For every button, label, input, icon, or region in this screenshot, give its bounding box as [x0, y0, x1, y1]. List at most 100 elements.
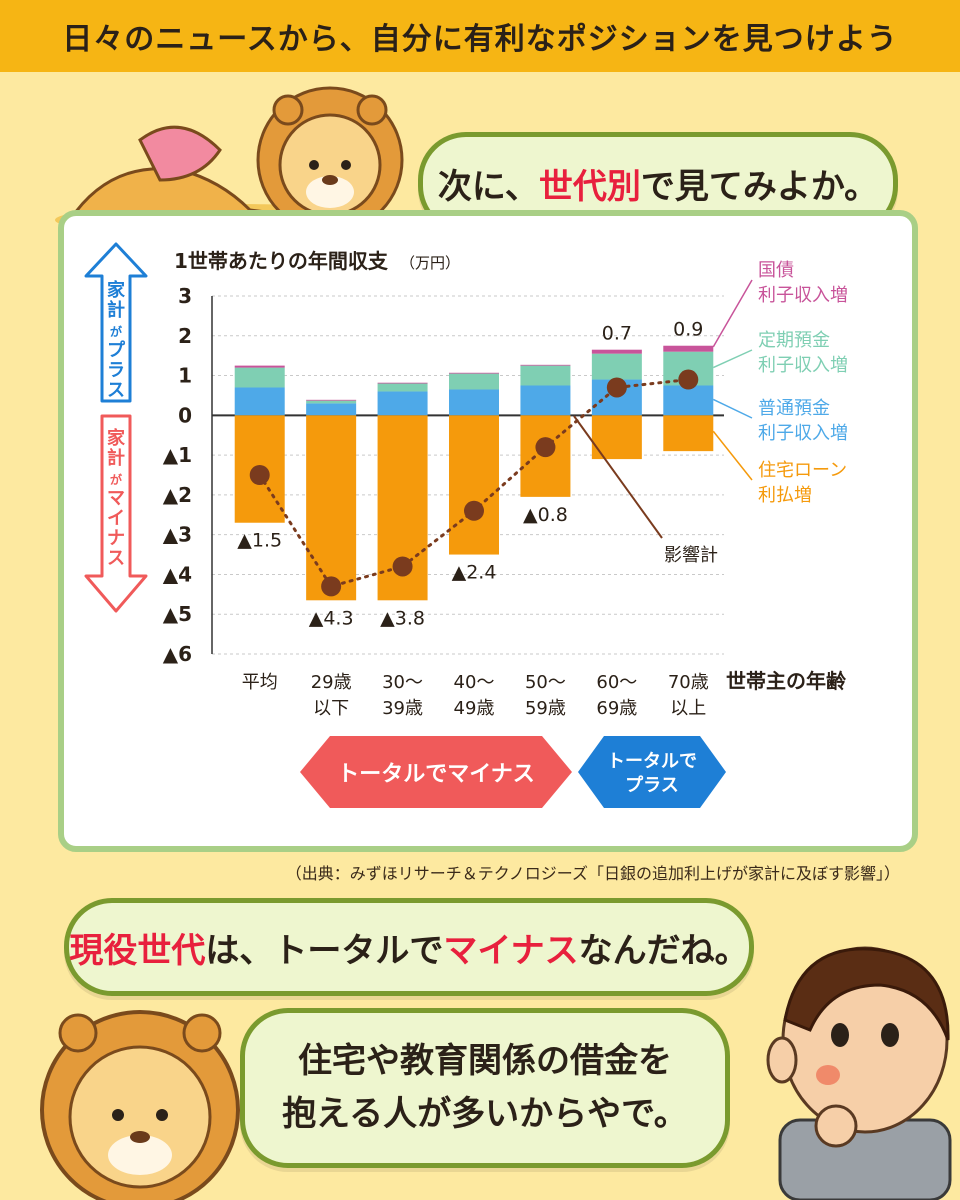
total-point: [606, 377, 627, 398]
x-tick-label: 平均: [242, 672, 278, 693]
bar-bond: [520, 364, 571, 366]
bubble1-before: 次に、: [437, 166, 539, 207]
legend-label-time_deposit: 定期預金: [758, 330, 830, 351]
bottom-arrow-minus-label: トータルでマイナス: [337, 762, 535, 787]
x-tick-label: 40～: [454, 672, 495, 693]
legend-label-bond: 利子収入増: [758, 285, 848, 306]
total-data-label: 0.7: [602, 323, 632, 345]
bar-bond: [663, 345, 714, 352]
x-tick-label: 39歳: [382, 698, 423, 719]
y-tick-label: 0: [178, 403, 192, 427]
bar-loan: [306, 415, 357, 601]
total-data-label: ▲2.4: [452, 562, 497, 584]
total-point: [678, 369, 699, 390]
legend-leader-bond: [712, 279, 753, 348]
legend-label-loan: 利払増: [758, 485, 812, 506]
total-data-label: 0.9: [673, 319, 703, 341]
bar-loan: [449, 415, 499, 555]
bubble2-hl1: 現役世代: [69, 930, 206, 971]
x-tick-label: 70歳: [668, 672, 709, 693]
bar-ordinary_deposit: [377, 391, 428, 416]
bar-ordinary_deposit: [306, 403, 357, 416]
bubble1-highlight: 世代別: [538, 166, 641, 207]
x-tick-label: 59歳: [525, 698, 566, 719]
chart-card: 家計がプラス 家計がマイナス 1世帯あたりの年間収支 （万円） 3 2 1 0 ▲1 ▲2…: [58, 210, 918, 852]
legend-label-ordinary_deposit: 普通預金: [758, 398, 830, 419]
bubble3-line1: 住宅や教育関係の借金を: [298, 1041, 672, 1082]
plus-arrow-char: 家: [107, 279, 126, 301]
bar-bond: [449, 372, 499, 374]
bar-time_deposit: [449, 373, 499, 390]
boy-illustration: [766, 946, 952, 1200]
legend-leader-ordinary_deposit: [712, 398, 753, 419]
total-point: [392, 556, 413, 577]
y-tick-label: 3: [178, 284, 192, 308]
bar-ordinary_deposit: [449, 389, 499, 416]
header-bar: 日々のニュースから、自分に有利なポジションを見つけよう: [0, 0, 960, 72]
x-tick-label: 以上: [670, 698, 706, 719]
minus-arrow-char: ス: [107, 548, 125, 569]
plus-arrow-char: ラ: [107, 360, 125, 381]
y-tick-label: ▲5: [163, 602, 192, 626]
lion-bottom-illustration: [40, 1010, 240, 1200]
minus-arrow-char: ナ: [107, 528, 125, 549]
bar-ordinary_deposit: [234, 387, 285, 416]
y-tick-label: 2: [178, 324, 192, 348]
bar-time_deposit: [306, 400, 357, 404]
bottom-arrow-plus-label-1: トータルで: [607, 751, 697, 772]
speech-bubble-boy: 現役世代 は、トータルで マイナス なんだね。: [64, 898, 754, 996]
plus-arrow-char: プ: [107, 339, 126, 361]
total-point: [249, 465, 270, 485]
bar-bond: [234, 365, 285, 368]
bar-bond: [591, 349, 642, 354]
x-tick-label: 69歳: [596, 698, 637, 719]
x-tick-label: 30～: [382, 672, 423, 693]
bar-ordinary_deposit: [520, 385, 571, 416]
legend-label-ordinary_deposit: 利子収入増: [758, 423, 848, 444]
total-data-label: ▲3.8: [380, 607, 425, 629]
total-data-label: ▲1.5: [237, 530, 282, 552]
x-tick-label: 50～: [525, 672, 566, 693]
bar-time_deposit: [234, 367, 285, 388]
bar-time_deposit: [520, 365, 571, 386]
minus-arrow-char: イ: [107, 508, 125, 529]
bubble2-mid: は、トータルで: [205, 930, 444, 971]
header-title: 日々のニュースから、自分に有利なポジションを見つけよう: [62, 22, 898, 57]
legend-label-loan: 住宅ローン: [758, 460, 847, 481]
total-point: [321, 576, 342, 597]
bar-bond: [377, 382, 428, 384]
chart-unit: （万円）: [400, 254, 460, 272]
total-data-label: ▲0.8: [523, 504, 568, 526]
bar-loan: [663, 415, 714, 452]
source-citation: （出典：みずほリサーチ＆テクノロジーズ「日銀の追加利上げが家計に及ぼす影響」）: [285, 864, 900, 883]
minus-arrow-char: マ: [107, 488, 125, 509]
legend-label-bond: 国債: [758, 260, 794, 281]
total-data-label: ▲4.3: [309, 607, 354, 629]
x-axis-label: 世帯主の年齢: [726, 669, 847, 693]
bar-time_deposit: [591, 353, 642, 380]
plus-arrow-char: が: [110, 324, 122, 339]
bar-ordinary_deposit: [663, 385, 714, 416]
bottom-arrow-plus-label-2: プラス: [625, 774, 679, 796]
lion-lying-illustration: [55, 86, 405, 236]
legend-label-time_deposit: 利子収入増: [758, 355, 848, 376]
x-tick-label: 60～: [596, 672, 637, 693]
total-point: [464, 500, 484, 521]
chart-title: 1世帯あたりの年間収支: [174, 249, 389, 273]
y-tick-label: ▲6: [163, 642, 192, 666]
legend-leader-time_deposit: [712, 349, 753, 369]
minus-arrow-shape: [84, 414, 148, 613]
bottom-arrow-plus: [578, 736, 726, 808]
legend-leader-loan: [712, 430, 753, 481]
y-tick-label: 1: [178, 364, 192, 388]
plus-arrow-shape: [84, 242, 148, 403]
minus-arrow-char: が: [110, 472, 122, 487]
total-leader-line: [573, 415, 663, 539]
minus-arrow-char: 家: [107, 427, 126, 449]
bottom-arrow-minus: [300, 736, 572, 808]
total-point: [535, 437, 556, 458]
y-tick-label: ▲1: [163, 443, 192, 467]
